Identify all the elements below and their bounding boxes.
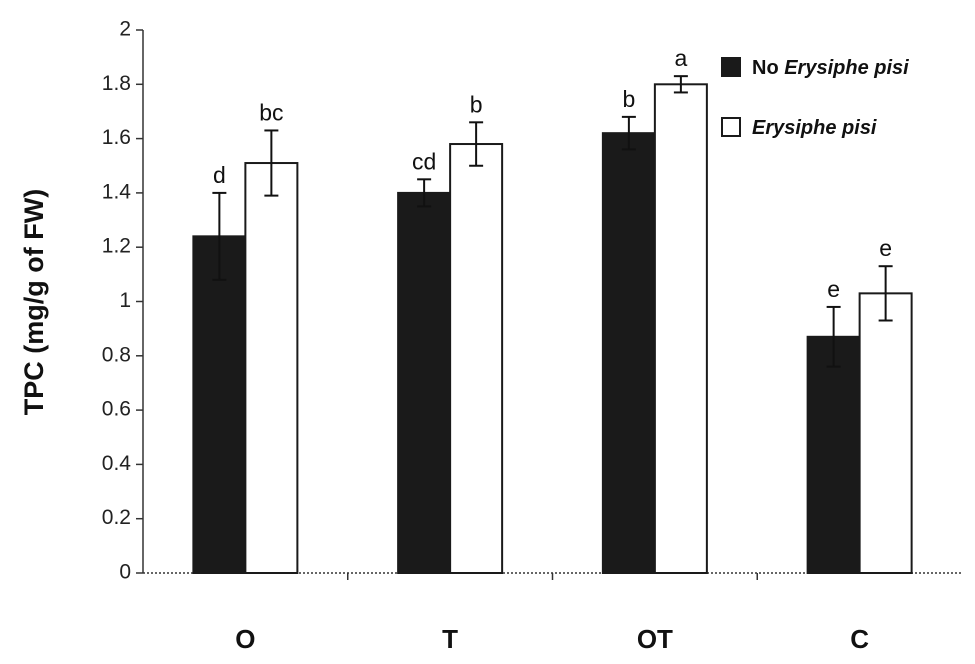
y-tick-label: 1.4	[102, 180, 132, 203]
significance-label: d	[213, 162, 226, 188]
legend-swatch	[721, 57, 741, 77]
significance-label: b	[622, 86, 635, 112]
legend-swatch	[721, 117, 741, 137]
bars	[192, 75, 913, 575]
y-tick-label: 1	[119, 289, 131, 312]
bar	[601, 132, 656, 574]
bar	[244, 162, 299, 574]
significance-label: bc	[259, 99, 283, 125]
labels: Od bc Tcd b OT b a Ce e	[213, 45, 892, 654]
y-tick-label: 1.6	[102, 126, 131, 149]
legend-label: Erysiphe pisi	[752, 117, 877, 139]
y-tick-label: 2	[119, 18, 131, 41]
y-tick-label: 0	[119, 561, 131, 584]
bar	[858, 292, 913, 574]
significance-label: cd	[412, 148, 436, 174]
bar	[397, 191, 452, 574]
x-tick-label: O	[235, 624, 255, 654]
bar	[449, 143, 504, 574]
significance-label: e	[879, 235, 892, 261]
legend-label: No Erysiphe pisi	[752, 57, 909, 79]
bar	[653, 83, 708, 575]
y-tick-label: 1.8	[102, 72, 131, 95]
bar	[192, 235, 247, 574]
significance-label: a	[674, 45, 687, 71]
x-tick-label: C	[850, 624, 869, 654]
bar	[806, 335, 861, 575]
significance-label: b	[470, 91, 483, 117]
y-tick-label: 0.4	[102, 452, 132, 475]
significance-label: e	[827, 276, 840, 302]
y-axis-title: TPC (mg/g of FW)	[19, 189, 49, 415]
y-tick-label: 1.2	[102, 235, 131, 258]
x-tick-label: OT	[637, 624, 673, 654]
y-tick-label: 0.6	[102, 398, 131, 421]
y-tick-label: 0.8	[102, 343, 131, 366]
x-tick-label: T	[442, 624, 458, 654]
legend: No Erysiphe pisi Erysiphe pisi	[721, 57, 909, 139]
y-tick-label: 0.2	[102, 506, 131, 529]
